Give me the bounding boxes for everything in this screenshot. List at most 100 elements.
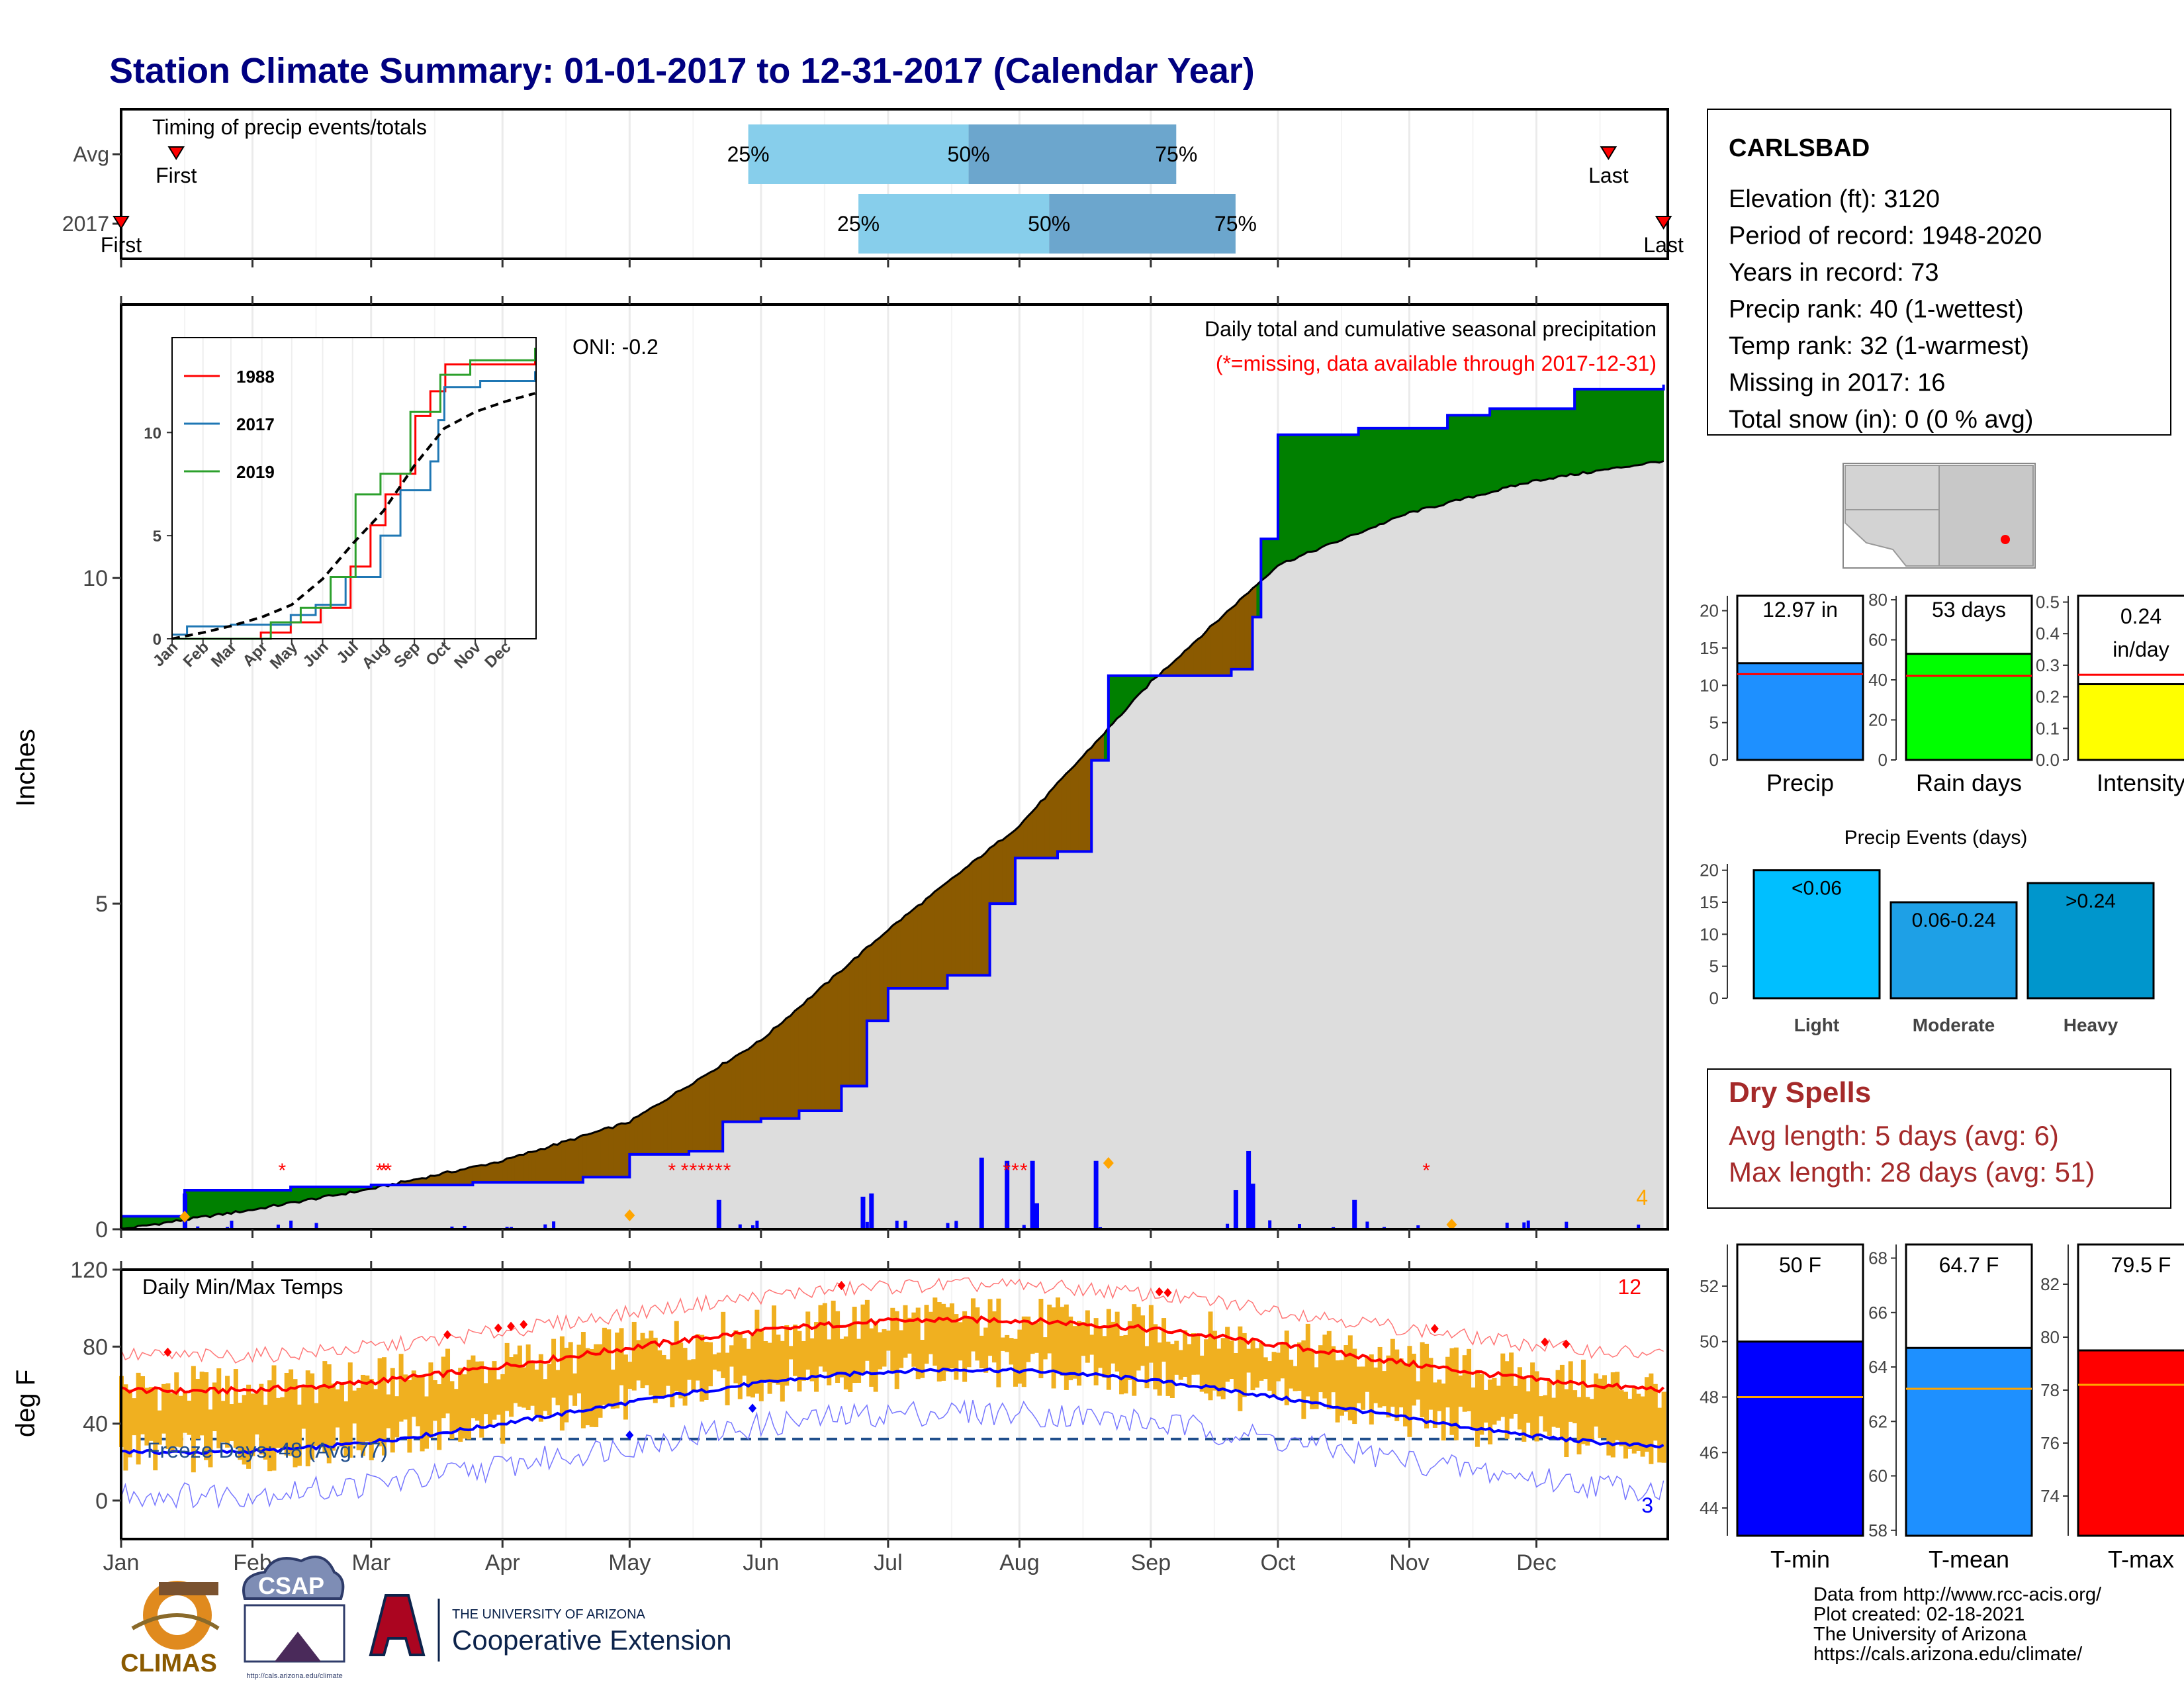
missing-marker: * xyxy=(706,1160,714,1182)
daily-temp-bar xyxy=(259,1383,264,1455)
daily-precip-bar xyxy=(860,1196,866,1229)
above-average-fill xyxy=(1413,428,1418,512)
below-average-fill xyxy=(1053,781,1058,859)
tbar-tick-label: 52 xyxy=(1700,1276,1719,1296)
below-average-fill xyxy=(1193,638,1198,677)
daily-temp-bar xyxy=(801,1340,806,1381)
timing-pct-label: 50% xyxy=(948,142,990,166)
missing-marker: * xyxy=(668,1160,676,1182)
daily-temp-bar xyxy=(1267,1361,1273,1391)
daily-precip-bar-small xyxy=(1030,1223,1034,1229)
below-average-fill xyxy=(1032,806,1037,859)
below-average-fill xyxy=(976,856,982,976)
daily-temp-bar xyxy=(886,1331,891,1351)
daily-precip-bar xyxy=(1093,1160,1099,1229)
daily-temp-bar xyxy=(538,1354,543,1422)
tbar-value-label: 50 F xyxy=(1779,1253,1821,1277)
below-average-fill xyxy=(854,956,859,1087)
last-event-marker xyxy=(1600,146,1617,160)
below-average-fill xyxy=(553,1144,558,1183)
daily-temp-bar xyxy=(1453,1347,1459,1440)
below-average-fill xyxy=(1057,777,1062,852)
daily-temp-bar xyxy=(1640,1396,1645,1457)
daily-temp-bar xyxy=(225,1376,230,1448)
events-bar-range: >0.24 xyxy=(2066,890,2116,912)
missing-marker: * xyxy=(723,1160,731,1182)
daily-temp-bar xyxy=(390,1368,395,1453)
above-average-fill xyxy=(1646,389,1651,463)
above-average-fill xyxy=(1468,414,1473,498)
below-average-fill xyxy=(498,1160,503,1183)
above-average-fill xyxy=(1455,414,1461,501)
daily-temp-bar xyxy=(1525,1391,1531,1423)
tbar-value-bar xyxy=(1905,1346,2033,1537)
below-average-fill xyxy=(828,975,834,1111)
below-average-fill xyxy=(972,858,978,976)
below-average-fill xyxy=(430,1175,435,1186)
below-average-fill xyxy=(909,908,914,989)
below-average-fill xyxy=(713,1067,719,1152)
daily-temp-bar xyxy=(267,1380,273,1472)
below-average-fill xyxy=(756,1040,762,1123)
daily-temp-bar xyxy=(1056,1297,1061,1372)
dry-spells-avg: Avg length: 5 days (avg: 6) xyxy=(1729,1120,2059,1151)
tbar-value-bar xyxy=(1736,1340,1864,1537)
daily-temp-bar xyxy=(712,1354,717,1370)
pbar-value-label: 12.97 in xyxy=(1762,598,1838,622)
below-average-fill xyxy=(773,1025,778,1119)
above-average-fill xyxy=(1269,538,1275,575)
daily-temp-bar xyxy=(437,1384,442,1450)
station-box: CARLSBAD Elevation (ft): 3120 Period of r… xyxy=(1707,109,2171,436)
above-average-fill xyxy=(1621,389,1626,468)
tbar-tick-label: 68 xyxy=(1868,1248,1888,1268)
daily-temp-bar xyxy=(1115,1311,1120,1372)
daily-precip-bar-small xyxy=(755,1220,759,1229)
daily-temp-bar xyxy=(1072,1326,1077,1379)
above-average-fill xyxy=(235,1190,240,1213)
temp-panel: 0 40 80 120 Daily Min/Max Temps 12 Freeze D… xyxy=(11,1258,1669,1575)
daily-temp-bar xyxy=(780,1340,785,1402)
below-average-fill xyxy=(1082,749,1088,852)
above-average-fill xyxy=(1430,428,1435,508)
daily-temp-bar xyxy=(513,1354,518,1403)
above-average-fill xyxy=(1586,389,1592,474)
daily-temp-bar xyxy=(843,1336,848,1390)
above-average-fill xyxy=(1472,414,1478,498)
missing-marker: * xyxy=(1011,1160,1019,1182)
daily-temp-bar xyxy=(530,1361,535,1406)
daily-temp-bar xyxy=(1042,1337,1048,1360)
daily-temp-bar xyxy=(492,1361,497,1420)
daily-temp-bar xyxy=(310,1373,315,1460)
daily-temp-bar xyxy=(1263,1357,1268,1380)
timing-label: Timing of precip events/totals xyxy=(152,115,427,139)
daily-temp-bar xyxy=(352,1390,357,1424)
below-average-fill xyxy=(451,1171,457,1186)
daily-temp-bar xyxy=(1089,1335,1095,1355)
events-bar xyxy=(1752,869,1881,1000)
daily-temp-bar xyxy=(1195,1336,1201,1375)
below-average-fill xyxy=(993,840,999,904)
daily-temp-bar xyxy=(1246,1348,1251,1373)
above-average-fill xyxy=(311,1186,317,1200)
precip-ytick-label: 0 xyxy=(95,1217,108,1243)
above-average-fill xyxy=(1265,538,1270,579)
climas-logo: CLIMAS xyxy=(120,1581,220,1677)
below-average-fill xyxy=(1023,815,1028,859)
below-average-fill xyxy=(794,1007,799,1119)
above-average-fill xyxy=(1642,389,1647,465)
daily-temp-bar xyxy=(543,1379,548,1411)
below-average-fill xyxy=(684,1086,690,1155)
below-average-fill xyxy=(921,898,927,989)
below-average-fill xyxy=(561,1141,567,1183)
above-average-fill xyxy=(218,1190,224,1215)
month-xtick-label: Jul xyxy=(874,1550,902,1575)
above-average-fill xyxy=(1120,675,1126,716)
daily-precip-bar xyxy=(1034,1203,1039,1229)
first-event-label: First xyxy=(101,233,142,257)
record-high-marker xyxy=(1155,1287,1163,1297)
last-event-label: Last xyxy=(1643,233,1684,257)
daily-temp-bar xyxy=(564,1347,569,1423)
above-average-fill xyxy=(1531,408,1537,481)
daily-temp-bar xyxy=(733,1330,739,1383)
